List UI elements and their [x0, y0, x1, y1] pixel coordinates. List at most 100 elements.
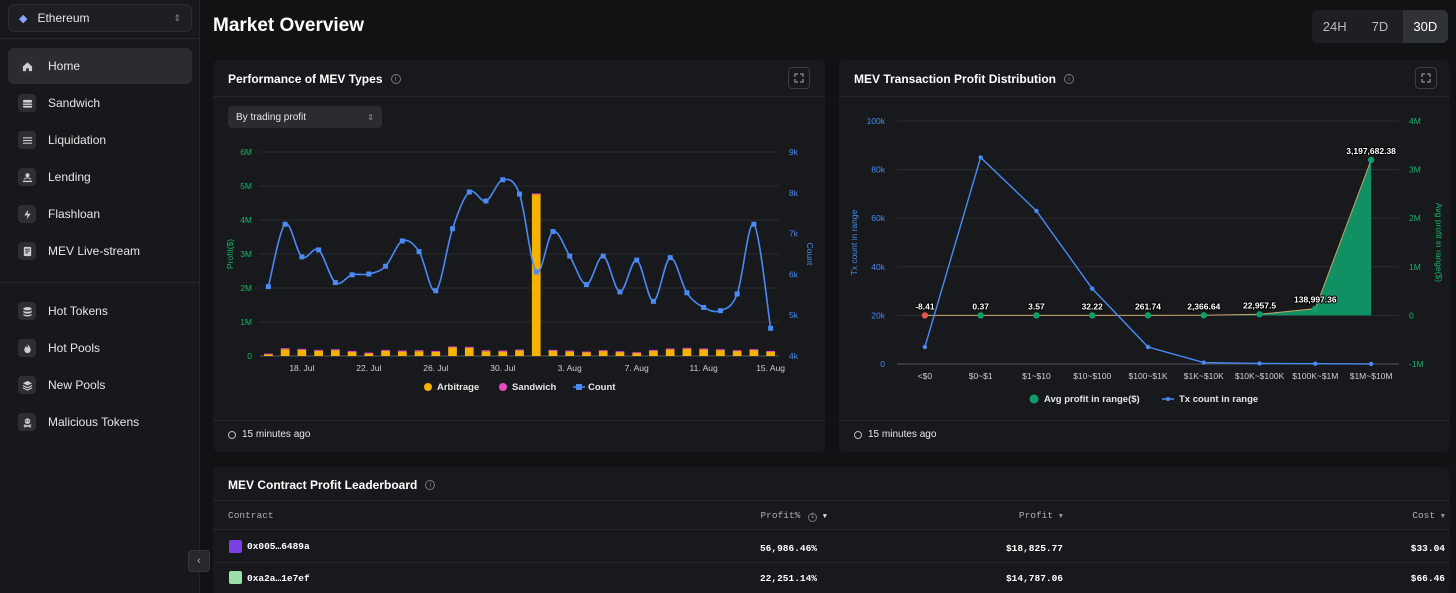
sidebar-item-home[interactable]: Home: [8, 48, 192, 84]
count-point: [299, 254, 305, 260]
count-point: [366, 271, 372, 277]
chain-selector[interactable]: ◆ Ethereum ⇕: [8, 4, 192, 32]
sandwich-bar: [448, 346, 457, 348]
chain-selector-label: Ethereum: [37, 11, 90, 25]
range-24h-button[interactable]: 24H: [1322, 19, 1347, 34]
count-point: [567, 253, 573, 259]
last-updated-text: 15 minutes ago: [242, 429, 311, 440]
lending-icon: [18, 168, 36, 186]
y-tick-label: 5M: [240, 181, 252, 191]
leaderboard-card: MEV Contract Profit Leaderboard i Contra…: [213, 467, 1450, 593]
count-point: [517, 191, 522, 197]
new-pools-icon: [18, 376, 36, 394]
info-icon[interactable]: i: [1064, 74, 1075, 84]
arbitrage-bar: [381, 350, 390, 356]
column-header-profit[interactable]: Profit ▼: [1003, 510, 1063, 521]
sidebar-item-mev-live-stream[interactable]: MEV Live-stream: [8, 233, 192, 269]
sandwich-bar: [431, 350, 441, 352]
sandwich-bar: [314, 349, 323, 351]
sandwich-bar: [615, 351, 625, 353]
legend-swatch: [424, 383, 432, 391]
contract-address[interactable]: 0xa2a…1e7ef: [247, 573, 310, 584]
avg-profit-label: 3.57: [1028, 301, 1045, 311]
y2-tick-label: 4M: [1409, 116, 1421, 126]
profit-pct-header-text: Profit%: [760, 510, 801, 521]
sidebar-item-hot-tokens[interactable]: Hot Tokens: [8, 293, 192, 329]
count-point: [717, 308, 723, 314]
last-updated-text: 15 minutes ago: [868, 429, 937, 440]
count-point: [265, 284, 271, 290]
expand-button[interactable]: [788, 67, 810, 89]
clock-icon: [854, 430, 862, 439]
range-30d-button[interactable]: 30D: [1402, 10, 1448, 43]
sidebar-item-label: Liquidation: [48, 133, 107, 147]
clock-icon: [228, 430, 236, 439]
count-point: [316, 247, 322, 253]
y2-tick-label: 7k: [789, 229, 799, 239]
info-icon[interactable]: i: [808, 512, 818, 522]
count-point: [349, 272, 355, 278]
column-header-cost[interactable]: Cost ▼: [1393, 510, 1445, 521]
sidebar-item-lending[interactable]: Lending: [8, 159, 192, 195]
arbitrage-bar: [665, 349, 675, 356]
contract-address[interactable]: 0x005…6489a: [247, 541, 310, 552]
sidebar-item-new-pools[interactable]: New Pools: [8, 367, 192, 403]
arbitrage-bar: [481, 351, 491, 356]
y2-tick-label: -1M: [1409, 359, 1424, 369]
distribution-title-text: MEV Transaction Profit Distribution: [854, 72, 1057, 86]
count-point: [667, 255, 673, 261]
count-point: [550, 229, 556, 235]
arbitrage-bar: [632, 352, 642, 356]
sandwich-bar: [649, 349, 658, 351]
legend-label: Arbitrage: [437, 382, 479, 393]
sidebar-item-hot-pools[interactable]: Hot Pools: [8, 330, 192, 366]
count-point: [701, 304, 707, 310]
avg-profit-point: [1144, 312, 1152, 319]
x-tick-label: $10K~$100K: [1235, 371, 1285, 381]
row-divider: [213, 562, 1450, 563]
sandwich-bar: [766, 350, 775, 352]
profit-header-text: Profit: [1018, 510, 1054, 521]
tx-count-point: [978, 155, 983, 160]
row-divider: [213, 529, 1450, 530]
legend-swatch: [1166, 397, 1170, 401]
expand-icon: [794, 73, 804, 83]
count-point: [617, 289, 623, 295]
avg-profit-label: 32.22: [1082, 301, 1104, 311]
x-tick-label: $1K~$10K: [1184, 371, 1224, 381]
y2-tick-label: 3M: [1409, 165, 1421, 175]
malicious-tokens-icon: [18, 413, 36, 431]
avg-profit-point: [977, 312, 984, 319]
column-header-profit-pct[interactable]: Profit% i ▼: [752, 510, 827, 522]
sandwich-bar: [414, 350, 424, 352]
x-tick-label: 7. Aug: [625, 363, 649, 373]
y2-tick-label: 8k: [789, 188, 799, 198]
performance-card-title: Performance of MEV Types i: [228, 72, 401, 86]
x-tick-label: 26. Jul: [423, 363, 448, 373]
metric-dropdown[interactable]: By trading profit ⇕: [228, 106, 382, 128]
sandwich-bar: [464, 346, 474, 348]
card-divider: [213, 500, 1450, 501]
legend-label: Count: [588, 382, 616, 393]
collapse-sidebar-button[interactable]: ‹: [188, 550, 210, 572]
sandwich-bar: [682, 347, 692, 349]
expand-button[interactable]: [1415, 67, 1437, 89]
sort-desc-icon: ▼: [822, 513, 827, 521]
tx-count-line: [924, 156, 1372, 365]
cost-cell: $66.46: [1410, 573, 1445, 584]
sidebar-item-sandwich[interactable]: Sandwich: [8, 85, 192, 121]
sidebar-item-liquidation[interactable]: Liquidation: [8, 122, 192, 158]
arbitrage-bar: [314, 350, 323, 356]
avg-profit-label: -8.41: [915, 301, 935, 311]
sidebar-item-flashloan[interactable]: Flashloan: [8, 196, 192, 232]
info-icon[interactable]: i: [425, 480, 436, 490]
avg-profit-label: 22,957.5: [1243, 300, 1276, 310]
chevron-left-icon: ‹: [197, 555, 201, 567]
range-7d-button[interactable]: 7D: [1371, 19, 1389, 34]
arbitrage-bar: [364, 353, 374, 356]
arbitrage-bar: [498, 351, 508, 356]
x-tick-label: 18. Jul: [289, 363, 314, 373]
tx-count-point: [1145, 344, 1151, 350]
sidebar-item-malicious-tokens[interactable]: Malicious Tokens: [8, 404, 192, 440]
info-icon[interactable]: i: [390, 74, 401, 84]
